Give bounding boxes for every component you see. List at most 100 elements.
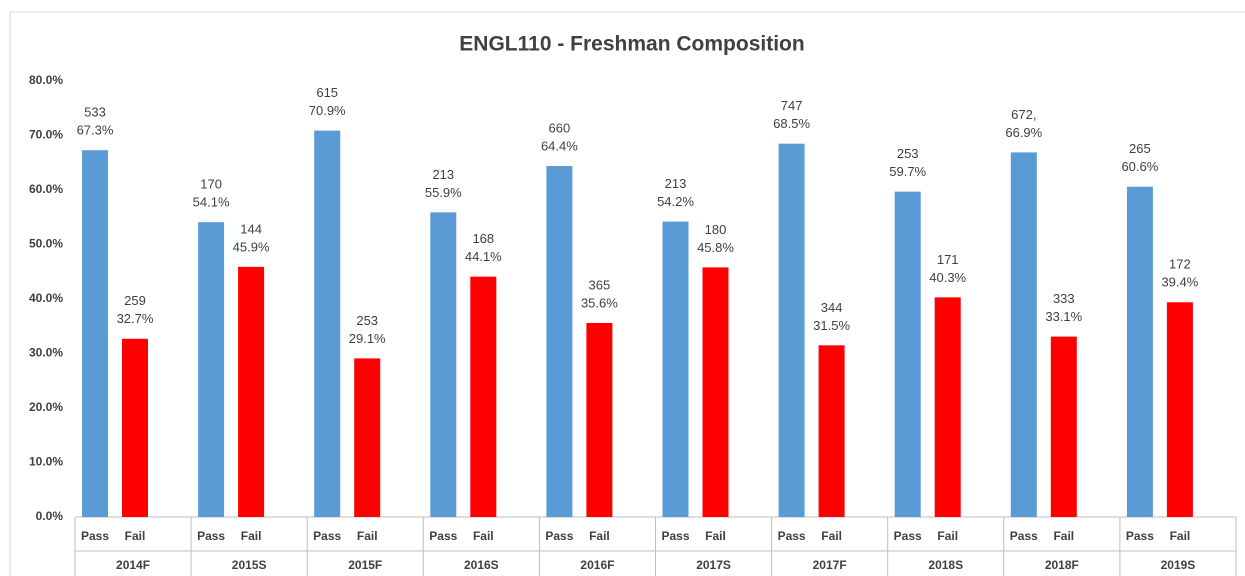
value-label: 40.3% <box>929 270 966 285</box>
bar <box>198 222 225 517</box>
series-label: Fail <box>241 529 262 543</box>
y-tick-label: 50.0% <box>29 237 63 251</box>
x-tick-label: 2017S <box>696 558 731 572</box>
series-label: Pass <box>894 529 922 543</box>
x-tick-label: 2016S <box>464 558 499 572</box>
value-label: 70.9% <box>309 103 346 118</box>
value-label: 64.4% <box>541 138 578 153</box>
count-label: 365 <box>589 277 611 292</box>
value-label: 45.9% <box>233 239 270 254</box>
bar <box>662 221 689 518</box>
value-label: 31.5% <box>813 318 850 333</box>
series-label: Pass <box>313 529 341 543</box>
count-label: 144 <box>240 221 262 236</box>
bar <box>1166 302 1193 517</box>
y-tick-label: 80.0% <box>29 73 63 87</box>
count-label: 172 <box>1169 257 1191 272</box>
value-label: 55.9% <box>425 185 462 200</box>
value-label: 67.3% <box>77 123 114 138</box>
bar <box>934 297 961 517</box>
count-label: 660 <box>549 120 571 135</box>
count-label: 213 <box>432 167 454 182</box>
count-label: 170 <box>200 177 222 192</box>
value-label: 54.1% <box>193 195 230 210</box>
y-tick-label: 60.0% <box>29 182 63 196</box>
value-label: 33.1% <box>1045 309 1082 324</box>
chart-border <box>9 11 1245 576</box>
count-label: 265 <box>1129 141 1151 156</box>
series-label: Fail <box>589 529 610 543</box>
value-label: 45.8% <box>697 240 734 255</box>
count-label: 259 <box>124 293 146 308</box>
series-label: Fail <box>473 529 494 543</box>
count-label: 344 <box>821 300 843 315</box>
bar <box>470 276 497 517</box>
count-label: 171 <box>937 252 959 267</box>
x-tick-label: 2015S <box>232 558 267 572</box>
series-label: Pass <box>429 529 457 543</box>
y-tick-label: 0.0% <box>36 509 64 523</box>
x-tick-label: 2018S <box>928 558 963 572</box>
y-tick-label: 30.0% <box>29 346 63 360</box>
series-label: Fail <box>705 529 726 543</box>
bar <box>702 267 729 517</box>
series-label: Fail <box>125 529 146 543</box>
series-label: Pass <box>1010 529 1038 543</box>
count-label: 533 <box>84 105 106 120</box>
bar <box>818 345 845 517</box>
count-label: 615 <box>316 85 338 100</box>
x-tick-label: 2014F <box>116 558 150 572</box>
value-label: 29.1% <box>349 331 386 346</box>
bar <box>354 358 381 517</box>
x-tick-label: 2017F <box>813 558 847 572</box>
y-tick-label: 10.0% <box>29 455 63 469</box>
bar <box>1010 152 1037 517</box>
bar <box>430 212 457 517</box>
bar <box>238 266 265 517</box>
series-label: Pass <box>197 529 225 543</box>
x-tick-label: 2019S <box>1161 558 1196 572</box>
x-tick-label: 2018F <box>1045 558 1079 572</box>
series-label: Fail <box>821 529 842 543</box>
series-label: Pass <box>778 529 806 543</box>
value-label: 68.5% <box>773 116 810 131</box>
y-tick-label: 70.0% <box>29 128 63 142</box>
count-label: 253 <box>897 146 919 161</box>
count-label: 333 <box>1053 291 1075 306</box>
bar <box>586 322 613 517</box>
x-tick-label: 2016F <box>580 558 614 572</box>
series-label: Fail <box>937 529 958 543</box>
series-label: Fail <box>1170 529 1191 543</box>
y-tick-label: 20.0% <box>29 400 63 414</box>
bar <box>546 166 573 517</box>
value-label: 60.6% <box>1121 159 1158 174</box>
x-tick-label: 2015F <box>348 558 382 572</box>
count-label: 672, <box>1011 107 1036 122</box>
bar <box>314 130 341 517</box>
value-label: 32.7% <box>117 311 154 326</box>
series-label: Fail <box>1053 529 1074 543</box>
series-label: Pass <box>545 529 573 543</box>
series-label: Pass <box>81 529 109 543</box>
value-label: 59.7% <box>889 164 926 179</box>
y-tick-label: 40.0% <box>29 291 63 305</box>
bar <box>1050 336 1077 517</box>
bar <box>122 338 148 517</box>
value-label: 39.4% <box>1161 275 1198 290</box>
count-label: 168 <box>472 231 494 246</box>
bar <box>894 191 921 517</box>
series-label: Fail <box>357 529 378 543</box>
value-label: 54.2% <box>657 194 694 209</box>
value-label: 35.6% <box>581 295 618 310</box>
count-label: 747 <box>781 98 803 113</box>
bar <box>82 150 108 517</box>
series-label: Pass <box>661 529 689 543</box>
count-label: 180 <box>705 222 727 237</box>
count-label: 213 <box>665 176 687 191</box>
count-label: 253 <box>356 313 378 328</box>
series-label: Pass <box>1126 529 1154 543</box>
value-label: 66.9% <box>1005 125 1042 140</box>
chart-title: ENGL110 - Freshman Composition <box>459 33 804 56</box>
bar <box>778 143 805 518</box>
